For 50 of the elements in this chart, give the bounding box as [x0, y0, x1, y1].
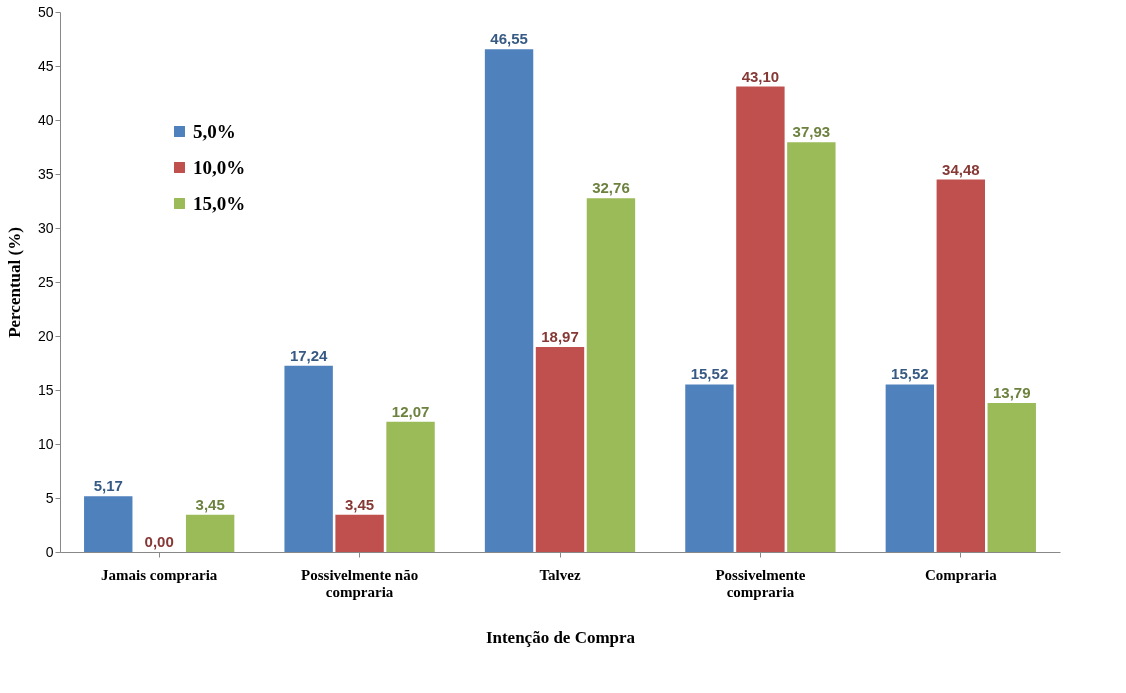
bar — [335, 514, 384, 552]
data-label: 15,52 — [891, 365, 929, 383]
y-tick-label: 35 — [37, 165, 54, 182]
data-label: 3,45 — [195, 495, 225, 513]
bar — [685, 384, 734, 552]
y-tick-label: 15 — [37, 381, 54, 398]
data-label: 13,79 — [992, 384, 1031, 402]
y-tick-label: 0 — [45, 543, 54, 560]
x-tick-label: Jamais compraria — [101, 566, 218, 583]
y-tick-label: 30 — [37, 219, 54, 236]
bar — [586, 198, 636, 552]
bar — [386, 421, 435, 552]
legend-label: 15,0% — [193, 192, 246, 214]
legend-label: 5,0% — [193, 120, 236, 142]
y-tick-label: 50 — [37, 3, 54, 20]
data-label: 46,55 — [490, 30, 528, 48]
bar — [787, 142, 836, 552]
y-tick-label: 10 — [37, 435, 54, 452]
data-label: 17,24 — [289, 346, 329, 364]
y-tick-label: 20 — [37, 327, 54, 344]
data-label: 37,93 — [792, 123, 831, 141]
data-label: 0,00 — [144, 533, 174, 550]
data-label: 18,97 — [541, 328, 579, 346]
data-label: 32,76 — [592, 179, 630, 197]
y-tick-label: 40 — [37, 111, 54, 128]
bar — [84, 496, 133, 552]
data-label: 15,52 — [690, 365, 729, 383]
data-label: 34,48 — [942, 160, 980, 178]
y-tick-label: 25 — [37, 273, 54, 290]
bar — [535, 347, 585, 552]
data-label: 43,10 — [741, 67, 780, 85]
bar — [885, 384, 935, 552]
bar — [185, 514, 235, 552]
x-tick-label: Talvez — [539, 566, 581, 583]
bar — [936, 179, 985, 552]
x-tick-label: Possivelmente não compraria — [301, 566, 419, 600]
bar — [736, 86, 785, 552]
legend-label: 10,0% — [193, 156, 246, 178]
bar — [987, 403, 1036, 552]
y-tick-label: 45 — [37, 57, 54, 74]
y-tick-label: 5 — [45, 489, 54, 506]
x-tick-label: Compraria — [924, 566, 998, 583]
bar — [284, 365, 333, 552]
data-label: 12,07 — [391, 402, 430, 420]
x-tick-label: Possivelmente compraria — [715, 566, 806, 600]
x-axis-title: Intenção de Compra — [485, 627, 636, 647]
data-label: 5,17 — [93, 477, 123, 495]
y-axis-title: Percentual (%) — [4, 227, 24, 338]
bar — [484, 49, 534, 552]
data-label: 3,45 — [345, 495, 375, 513]
